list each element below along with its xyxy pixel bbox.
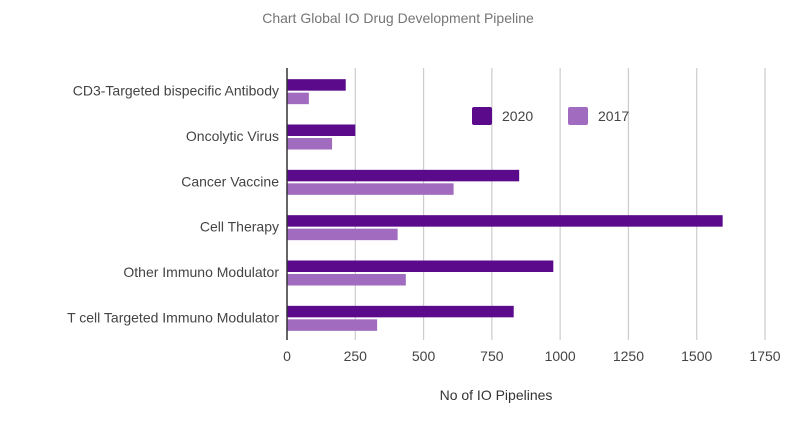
x-tick-label: 750 xyxy=(480,348,504,364)
x-tick-labels: 0 250 500 750 1000 1250 1500 1750 xyxy=(283,348,781,364)
bar-2017 xyxy=(287,92,309,105)
x-tick-label: 1000 xyxy=(545,348,576,364)
legend-swatch-2017 xyxy=(568,107,588,125)
category-label: Oncolytic Virus xyxy=(186,128,279,144)
bars xyxy=(287,79,723,331)
category-labels: CD3-Targeted bispecific Antibody Oncolyti… xyxy=(67,83,279,326)
bar-2017 xyxy=(287,274,406,286)
bar-2017 xyxy=(287,183,454,195)
bar-2020 xyxy=(287,305,514,318)
x-axis-title: No of IO Pipelines xyxy=(440,387,553,403)
bar-2020 xyxy=(287,215,723,227)
legend: 2020 2017 xyxy=(472,107,629,125)
category-label: Cancer Vaccine xyxy=(181,173,279,189)
x-tick-label: 1250 xyxy=(613,348,644,364)
legend-label-2020: 2020 xyxy=(502,108,533,124)
bar-2020 xyxy=(287,260,554,272)
category-label: Cell Therapy xyxy=(200,219,279,235)
x-tick-label: 0 xyxy=(283,348,291,364)
x-tick-label: 500 xyxy=(412,348,436,364)
bar-2020 xyxy=(287,124,356,136)
chart-title: Chart Global IO Drug Development Pipelin… xyxy=(262,10,534,26)
bar-2017 xyxy=(287,319,378,331)
bar-2020 xyxy=(287,79,346,91)
category-label: CD3-Targeted bispecific Antibody xyxy=(73,83,279,99)
x-tick-label: 250 xyxy=(344,348,368,364)
bar-2020 xyxy=(287,169,520,182)
legend-label-2017: 2017 xyxy=(598,108,629,124)
bar-2017 xyxy=(287,138,333,150)
category-label: T cell Targeted Immuno Modulator xyxy=(67,309,279,325)
legend-swatch-2020 xyxy=(472,107,492,125)
x-tick-label: 1750 xyxy=(749,348,780,364)
x-tick-label: 1500 xyxy=(681,348,712,364)
category-label: Other Immuno Modulator xyxy=(123,264,279,280)
bar-2017 xyxy=(287,228,398,241)
gridlines xyxy=(354,68,766,340)
